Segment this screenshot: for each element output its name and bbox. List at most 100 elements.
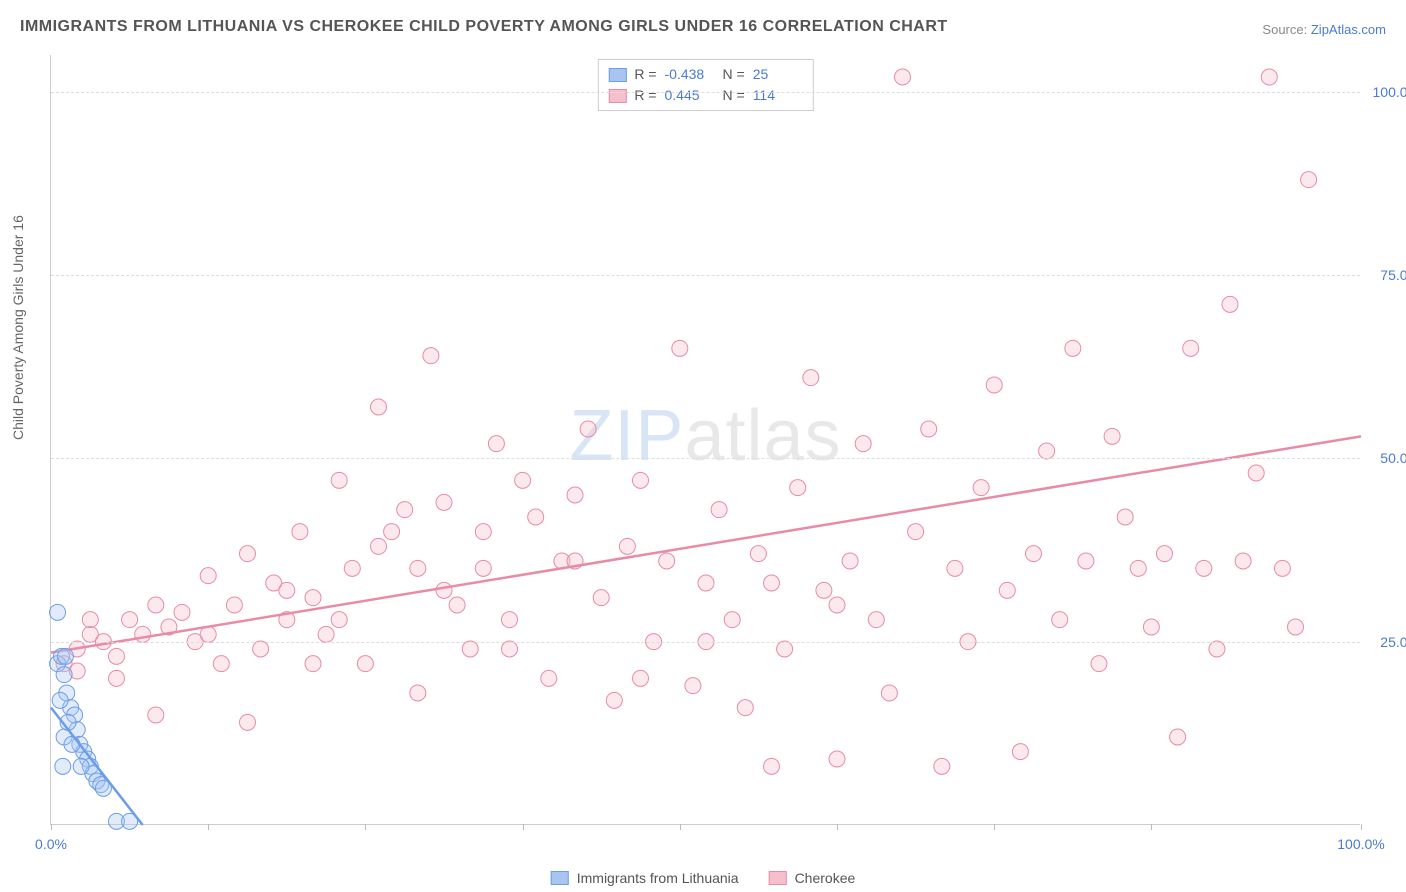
data-point <box>318 626 334 642</box>
data-point <box>842 553 858 569</box>
data-point <box>750 546 766 562</box>
data-point <box>999 582 1015 598</box>
data-point <box>724 612 740 628</box>
data-point <box>868 612 884 628</box>
data-point <box>109 648 125 664</box>
data-point <box>947 560 963 576</box>
source-attribution: Source: ZipAtlas.com <box>1262 22 1386 37</box>
data-point <box>986 377 1002 393</box>
data-point <box>148 707 164 723</box>
data-point <box>1039 443 1055 459</box>
data-point <box>475 560 491 576</box>
x-tick <box>837 824 838 830</box>
data-point <box>829 597 845 613</box>
y-tick-label: 50.0% <box>1365 450 1406 466</box>
data-point <box>226 597 242 613</box>
data-point <box>240 546 256 562</box>
source-link[interactable]: ZipAtlas.com <box>1311 22 1386 37</box>
data-point <box>200 568 216 584</box>
data-point <box>488 436 504 452</box>
y-tick-label: 100.0% <box>1365 84 1406 100</box>
data-point <box>357 656 373 672</box>
data-point <box>619 538 635 554</box>
scatter-svg <box>51 55 1360 824</box>
legend-label-lithuania: Immigrants from Lithuania <box>577 870 739 886</box>
data-point <box>344 560 360 576</box>
data-point <box>593 590 609 606</box>
data-point <box>397 502 413 518</box>
swatch-cherokee-bottom <box>769 871 787 885</box>
x-tick <box>680 824 681 830</box>
data-point <box>423 348 439 364</box>
data-point <box>580 421 596 437</box>
data-point <box>973 480 989 496</box>
data-point <box>148 597 164 613</box>
chart-title: IMMIGRANTS FROM LITHUANIA VS CHEROKEE CH… <box>20 18 948 36</box>
data-point <box>371 399 387 415</box>
data-point <box>816 582 832 598</box>
data-point <box>253 641 269 657</box>
data-point <box>462 641 478 657</box>
data-point <box>685 678 701 694</box>
data-point <box>305 590 321 606</box>
data-point <box>122 612 138 628</box>
x-tick <box>51 824 52 830</box>
data-point <box>436 494 452 510</box>
data-point <box>371 538 387 554</box>
data-point <box>633 472 649 488</box>
data-point <box>764 575 780 591</box>
data-point <box>502 612 518 628</box>
trend-line <box>51 436 1361 652</box>
data-point <box>449 597 465 613</box>
data-point <box>82 612 98 628</box>
data-point <box>1157 546 1173 562</box>
source-label: Source: <box>1262 22 1307 37</box>
data-point <box>1196 560 1212 576</box>
data-point <box>606 692 622 708</box>
x-tick-label: 100.0% <box>1337 836 1384 852</box>
y-tick-label: 25.0% <box>1365 634 1406 650</box>
x-tick-label: 0.0% <box>35 836 67 852</box>
swatch-lithuania-bottom <box>551 871 569 885</box>
data-point <box>1183 340 1199 356</box>
data-point <box>1222 296 1238 312</box>
series-legend: Immigrants from Lithuania Cherokee <box>551 870 856 886</box>
data-point <box>881 685 897 701</box>
data-point <box>633 670 649 686</box>
data-point <box>1248 465 1264 481</box>
data-point <box>331 612 347 628</box>
legend-item-cherokee: Cherokee <box>769 870 856 886</box>
data-point <box>659 553 675 569</box>
data-point <box>829 751 845 767</box>
data-point <box>1130 560 1146 576</box>
data-point <box>1143 619 1159 635</box>
data-point <box>410 685 426 701</box>
data-point <box>50 604 66 620</box>
y-tick-label: 75.0% <box>1365 267 1406 283</box>
data-point <box>567 487 583 503</box>
data-point <box>515 472 531 488</box>
data-point <box>1301 172 1317 188</box>
data-point <box>908 524 924 540</box>
data-point <box>1274 560 1290 576</box>
data-point <box>410 560 426 576</box>
data-point <box>541 670 557 686</box>
data-point <box>384 524 400 540</box>
data-point <box>57 648 73 664</box>
data-point <box>279 582 295 598</box>
data-point <box>1012 744 1028 760</box>
data-point <box>1235 553 1251 569</box>
data-point <box>475 524 491 540</box>
legend-item-lithuania: Immigrants from Lithuania <box>551 870 739 886</box>
data-point <box>56 667 72 683</box>
data-point <box>790 480 806 496</box>
data-point <box>1209 641 1225 657</box>
x-tick <box>994 824 995 830</box>
data-point <box>213 656 229 672</box>
data-point <box>672 340 688 356</box>
data-point <box>528 509 544 525</box>
gridline-h <box>51 275 1360 276</box>
data-point <box>1052 612 1068 628</box>
data-point <box>1261 69 1277 85</box>
data-point <box>240 714 256 730</box>
